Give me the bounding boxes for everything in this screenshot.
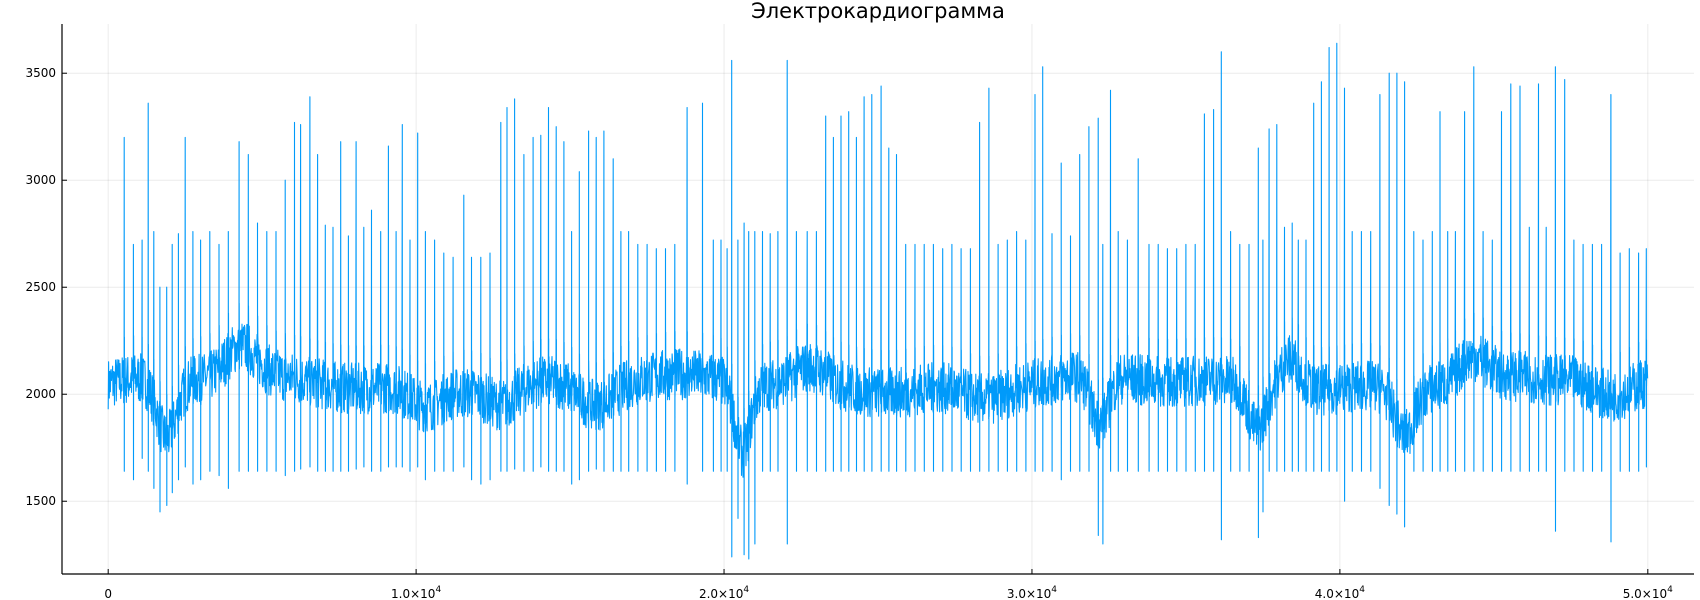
y-tick-label: 2500 [25, 280, 56, 294]
series-layer [107, 42, 1649, 560]
x-tick-label: 3.0×104 [1007, 585, 1057, 600]
x-tick-label: 2.0×104 [699, 585, 749, 600]
x-tick-label: 5.0×104 [1623, 585, 1673, 600]
y-tick-label: 3000 [25, 173, 56, 187]
y-tick-label: 3500 [25, 66, 56, 80]
x-tick-label: 1.0×104 [391, 585, 441, 600]
grid-lines [62, 24, 1694, 574]
x-tick-label: 4.0×104 [1315, 585, 1365, 600]
y-tick-label: 1500 [25, 494, 56, 508]
tick-labels: 0 1.0×104 2.0×104 3.0×104 4.0×104 5.0×104 1500… [25, 66, 1673, 600]
series-line [107, 42, 1649, 560]
chart-title: Электрокардиограмма [751, 0, 1005, 23]
x-tick-label: 0 [104, 587, 112, 600]
y-tick-label: 2000 [25, 387, 56, 401]
